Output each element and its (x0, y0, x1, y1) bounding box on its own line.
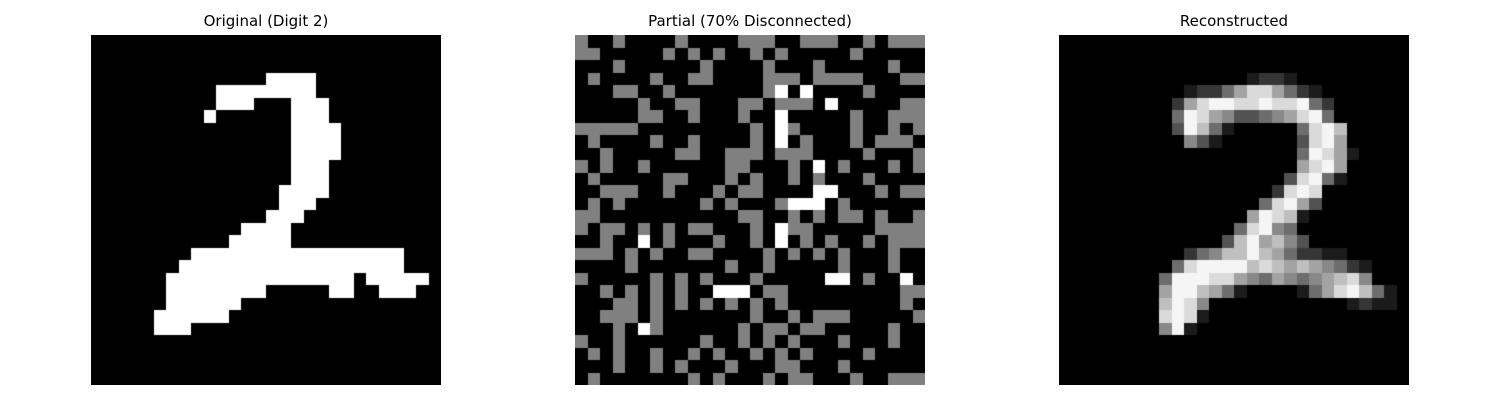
partial-digit-image (575, 35, 925, 385)
partial-panel-title: Partial (70% Disconnected) (648, 12, 852, 30)
reconstructed-panel: Reconstructed (1059, 0, 1409, 400)
reconstructed-digit-image (1059, 35, 1409, 385)
original-digit-image (91, 35, 441, 385)
original-panel-title: Original (Digit 2) (203, 12, 329, 30)
reconstructed-panel-title: Reconstructed (1179, 12, 1289, 30)
partial-panel: Partial (70% Disconnected) (575, 0, 925, 400)
original-panel: Original (Digit 2) (91, 0, 441, 400)
